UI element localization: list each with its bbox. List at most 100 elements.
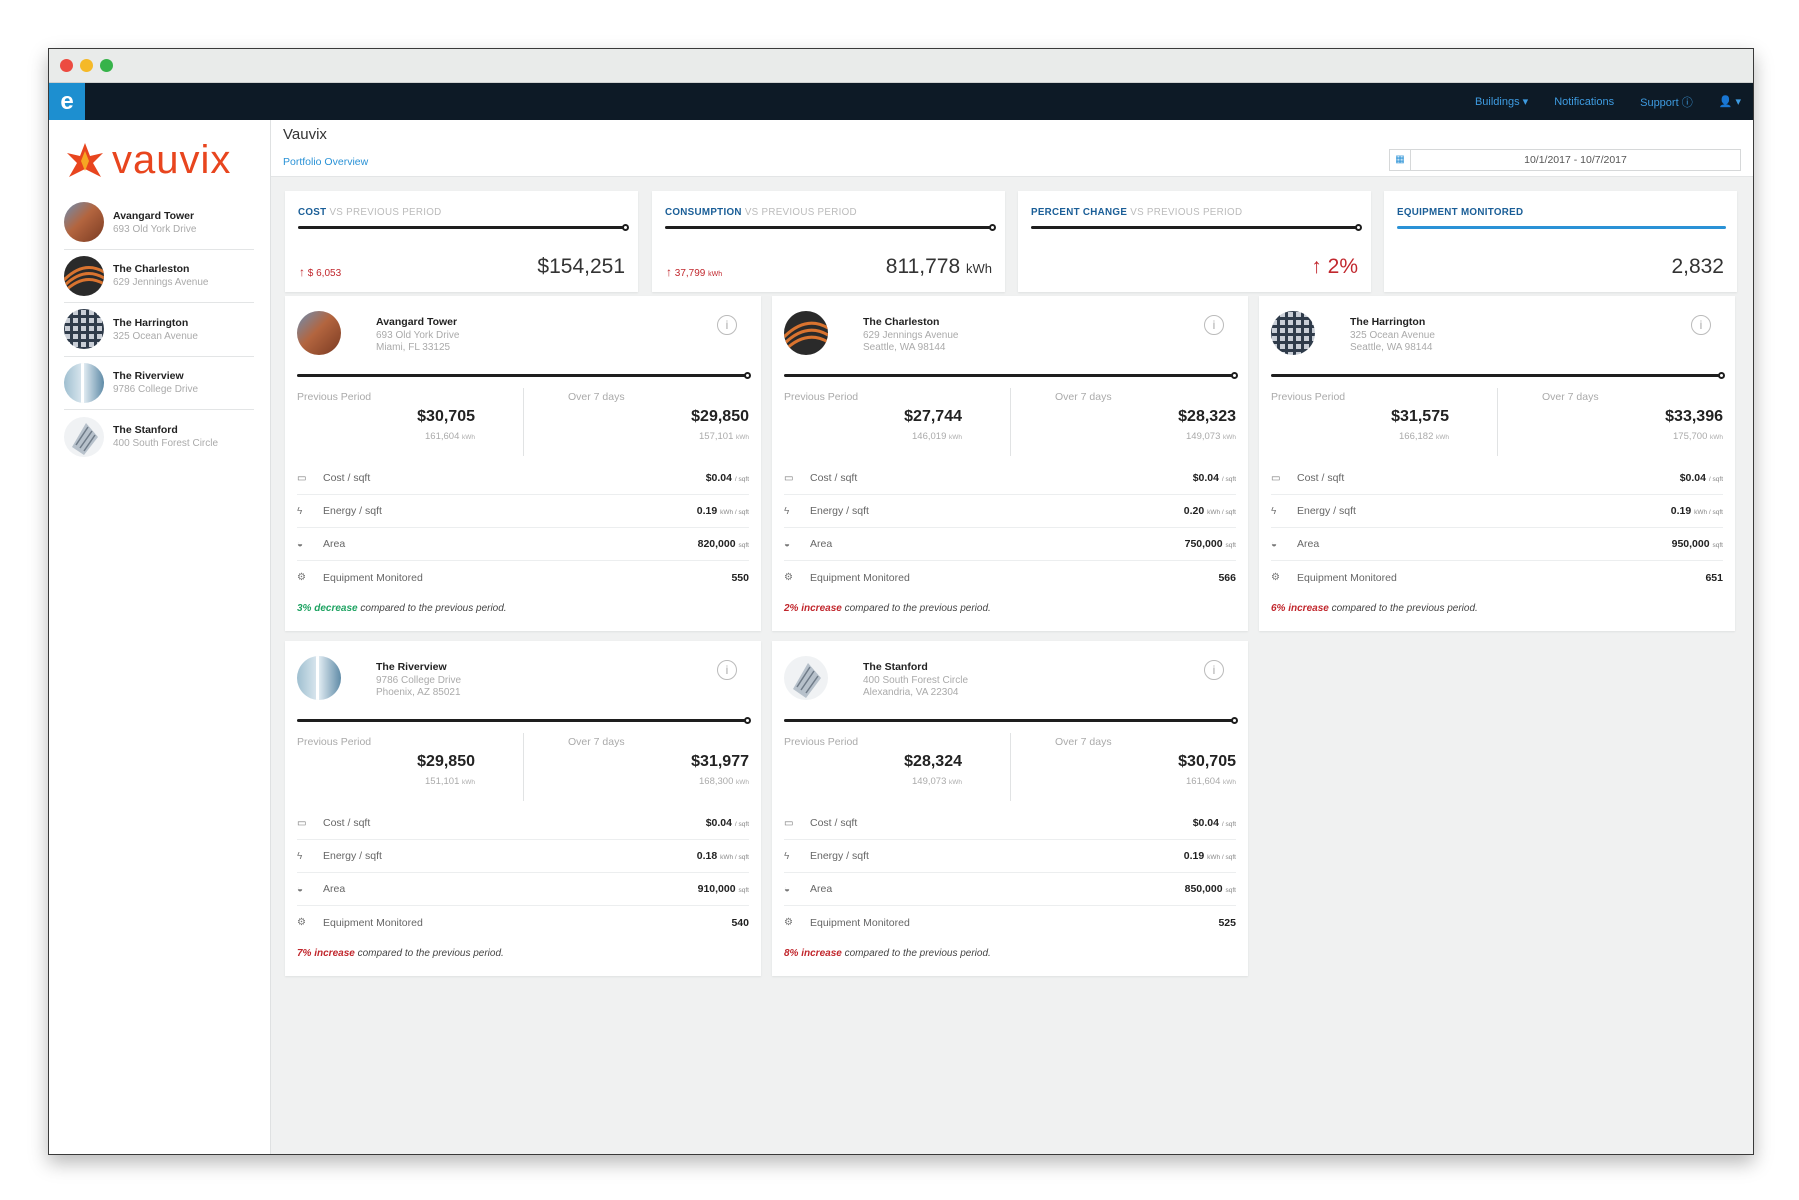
property-item-stanford[interactable]: The Stanford 400 South Forest Circle: [64, 410, 254, 464]
building-address: 693 Old York Drive: [376, 330, 460, 341]
kpi-value: $154,251: [537, 255, 625, 278]
change-summary: 2% increase compared to the previous per…: [784, 603, 991, 614]
property-list: Avangard Tower 693 Old York Drive The Cha…: [64, 196, 254, 464]
metric-row-cost-sqft: ▭ Cost / sqft $0.04 / sqft: [297, 462, 749, 495]
page-title: Vauvix: [283, 126, 327, 143]
arrow-up-icon: ↑: [666, 265, 672, 279]
property-address: 629 Jennings Avenue: [113, 277, 209, 289]
divider: [1010, 388, 1011, 456]
previous-period-kwh: 146,019 kWh: [912, 431, 962, 442]
building-name: Avangard Tower: [376, 316, 458, 328]
info-icon[interactable]: i: [1691, 315, 1711, 335]
metrics-list: ▭ Cost / sqft $0.04 / sqft ϟ Energy / sqft 0…: [1271, 462, 1723, 594]
building-address: 9786 College Drive: [376, 675, 462, 686]
info-icon[interactable]: i: [717, 315, 737, 335]
metric-row-cost-sqft: ▭ Cost / sqft $0.04 / sqft: [297, 807, 749, 840]
previous-period-kwh: 151,101 kWh: [425, 776, 475, 787]
building-city: Seattle, WA 98144: [1350, 342, 1433, 353]
user-menu[interactable]: 👤 ▾: [1719, 95, 1741, 108]
metric-row-equipment: ⚙ Equipment Monitored 540: [297, 916, 749, 929]
gear-icon: ⚙: [784, 917, 793, 928]
date-range-value: 10/1/2017 - 10/7/2017: [1524, 154, 1627, 166]
previous-period-cost: $29,850: [417, 753, 475, 770]
date-range-picker[interactable]: ▦ 10/1/2017 - 10/7/2017: [1389, 149, 1741, 171]
building-photo: [784, 656, 828, 700]
building-photo: [64, 255, 104, 296]
metric-row-energy-sqft: ϟ Energy / sqft 0.20 kWh / sqft: [784, 495, 1236, 528]
building-photo: [784, 311, 828, 355]
kpi-progress-bar: [1031, 224, 1362, 231]
brand-logo: vauvix: [65, 138, 231, 183]
previous-period-cost: $31,575: [1391, 408, 1449, 425]
kpi-progress-bar: [1397, 226, 1726, 229]
info-icon[interactable]: i: [1204, 315, 1224, 335]
area-icon: ◒: [1271, 538, 1278, 550]
breadcrumb[interactable]: Portfolio Overview: [283, 156, 369, 168]
brand-mark-icon: [67, 142, 103, 177]
metric-row-equipment: ⚙ Equipment Monitored 550: [297, 571, 749, 584]
metric-row-energy-sqft: ϟ Energy / sqft 0.19 kWh / sqft: [784, 840, 1236, 873]
property-item-avangard[interactable]: Avangard Tower 693 Old York Drive: [64, 196, 254, 250]
metric-row-area: ◒ Area 850,000 sqft: [784, 873, 1236, 906]
lightning-icon: ϟ: [297, 850, 303, 862]
calendar-icon[interactable]: ▦: [1390, 150, 1411, 170]
property-address: 325 Ocean Avenue: [113, 330, 198, 342]
card-progress-bar: [297, 372, 751, 379]
building-city: Seattle, WA 98144: [863, 342, 946, 353]
previous-period-kwh: 149,073 kWh: [912, 776, 962, 787]
kpi-consumption: CONSUMPTION VS PREVIOUS PERIOD ↑ 37,799 …: [652, 191, 1005, 292]
over-7-days-label: Over 7 days: [568, 391, 625, 403]
nav-support[interactable]: Support ⓘ: [1640, 96, 1693, 109]
top-navbar: e Buildings ▾ Notifications Support ⓘ 👤 …: [49, 83, 1753, 120]
over-7-days-label: Over 7 days: [1055, 736, 1112, 748]
change-value: 3% decrease: [297, 603, 358, 614]
over-7-days-label: Over 7 days: [1542, 391, 1599, 403]
property-item-riverview[interactable]: The Riverview 9786 College Drive: [64, 357, 254, 410]
metric-row-equipment: ⚙ Equipment Monitored 651: [1271, 571, 1723, 584]
building-photo: [297, 311, 341, 355]
area-icon: ◒: [297, 883, 304, 895]
info-icon[interactable]: i: [1204, 660, 1224, 680]
nav-notifications[interactable]: Notifications: [1554, 95, 1615, 108]
info-icon[interactable]: i: [717, 660, 737, 680]
user-icon: 👤: [1718, 96, 1733, 108]
minimize-window-button[interactable]: [80, 59, 93, 72]
kpi-progress-bar: [665, 224, 996, 231]
app-logo-icon[interactable]: e: [49, 83, 85, 120]
building-card-stanford: The Stanford 400 South Forest Circle Ale…: [772, 641, 1248, 976]
property-item-charleston[interactable]: The Charleston 629 Jennings Avenue: [64, 250, 254, 303]
help-icon: ⓘ: [1681, 96, 1693, 109]
top-nav: Buildings ▾ Notifications Support ⓘ 👤 ▾: [1475, 83, 1741, 120]
over-7-days-kwh: 157,101 kWh: [699, 431, 749, 442]
gear-icon: ⚙: [297, 572, 306, 583]
building-card-riverview: The Riverview 9786 College Drive Phoenix…: [285, 641, 761, 976]
metric-row-area: ◒ Area 950,000 sqft: [1271, 528, 1723, 561]
gear-icon: ⚙: [1271, 572, 1280, 583]
metrics-list: ▭ Cost / sqft $0.04 / sqft ϟ Energy / sqft 0…: [297, 462, 749, 594]
metrics-list: ▭ Cost / sqft $0.04 / sqft ϟ Energy / sqft 0…: [297, 807, 749, 939]
building-city: Alexandria, VA 22304: [863, 687, 959, 698]
building-photo: [64, 362, 104, 403]
change-summary: 7% increase compared to the previous per…: [297, 948, 504, 959]
previous-period-cost: $28,324: [904, 753, 962, 770]
money-icon: ▭: [297, 817, 307, 829]
change-value: 6% increase: [1271, 603, 1329, 614]
lightning-icon: ϟ: [297, 505, 303, 517]
property-item-harrington[interactable]: The Harrington 325 Ocean Avenue: [64, 303, 254, 357]
maximize-window-button[interactable]: [100, 59, 113, 72]
building-photo: [297, 656, 341, 700]
over-7-days-label: Over 7 days: [568, 736, 625, 748]
nav-buildings[interactable]: Buildings ▾: [1474, 96, 1529, 108]
metric-row-equipment: ⚙ Equipment Monitored 525: [784, 916, 1236, 929]
metric-row-energy-sqft: ϟ Energy / sqft 0.19 kWh / sqft: [1271, 495, 1723, 528]
building-city: Miami, FL 33125: [376, 342, 451, 353]
previous-period-kwh: 166,182 kWh: [1399, 431, 1449, 442]
close-window-button[interactable]: [60, 59, 73, 72]
chevron-down-icon: ▾: [1735, 96, 1741, 108]
card-progress-bar: [1271, 372, 1725, 379]
gear-icon: ⚙: [297, 917, 306, 928]
building-name: The Stanford: [863, 661, 928, 673]
previous-period-label: Previous Period: [297, 391, 372, 403]
building-photo: [64, 416, 104, 457]
metric-row-cost-sqft: ▭ Cost / sqft $0.04 / sqft: [1271, 462, 1723, 495]
